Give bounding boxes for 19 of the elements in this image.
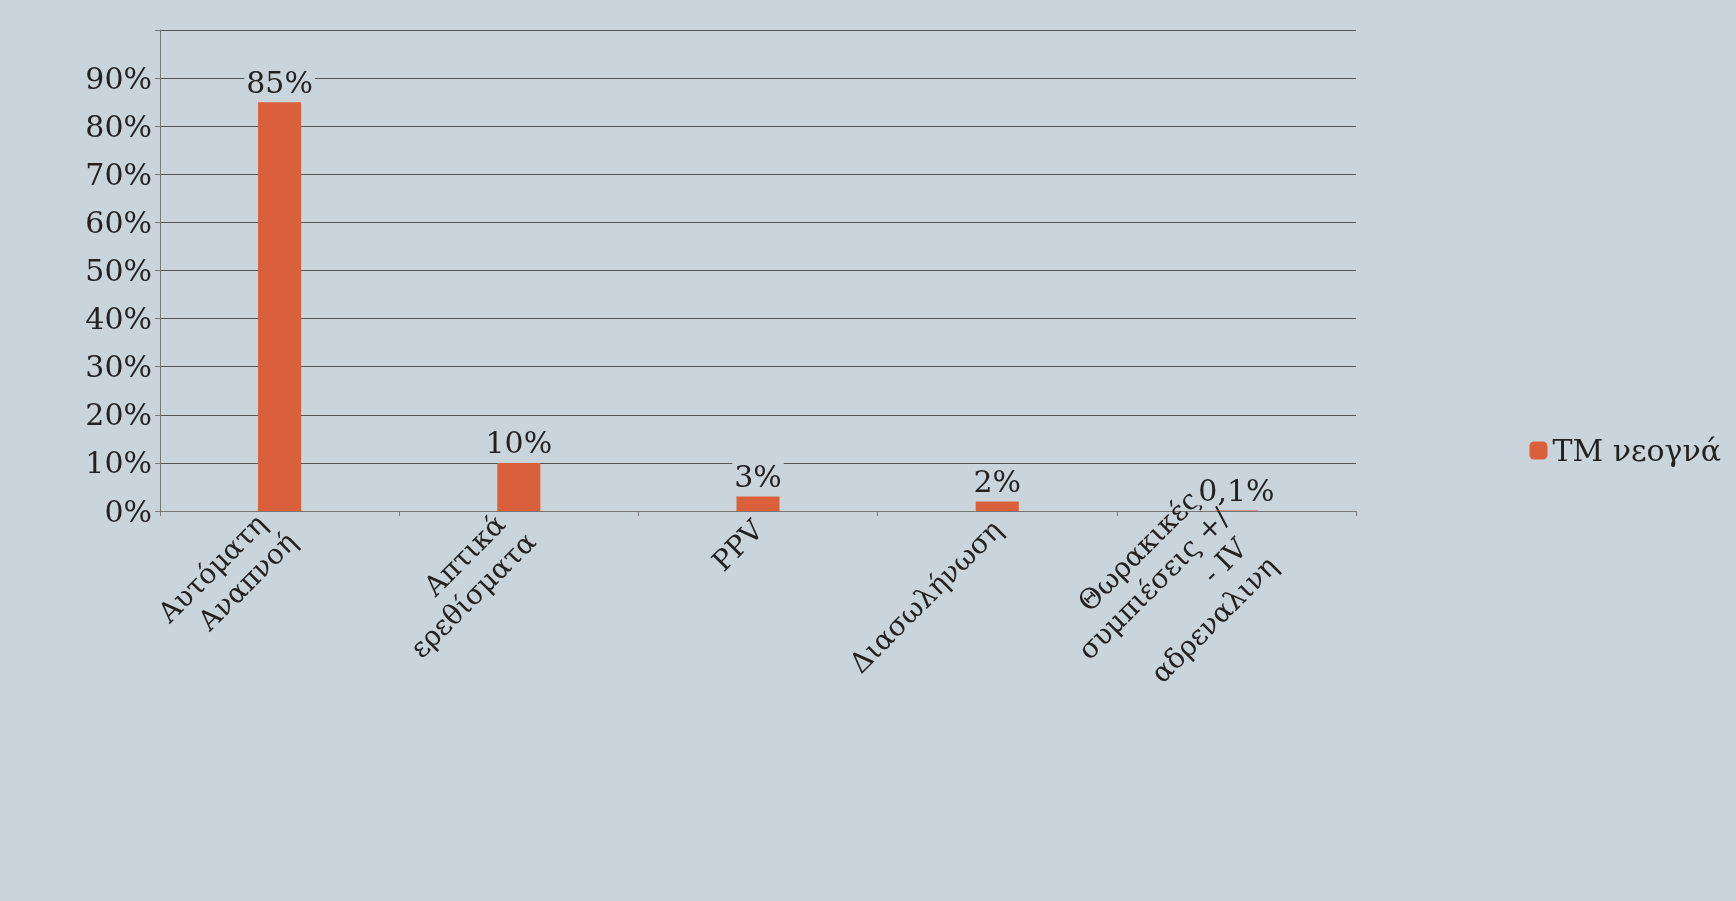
bar xyxy=(258,102,302,511)
y-tick-label: 0% xyxy=(104,493,152,529)
y-tick-label: 80% xyxy=(85,108,152,144)
y-tick-label: 10% xyxy=(85,445,152,481)
y-tick-label: 60% xyxy=(85,204,152,240)
y-tick-label: 90% xyxy=(85,60,152,96)
y-tick-label: 40% xyxy=(85,301,152,337)
y-tick-label: 20% xyxy=(85,397,152,433)
legend-label: TM νεογνά xyxy=(1552,433,1721,468)
bar xyxy=(497,462,541,511)
y-tick-label: 70% xyxy=(85,156,152,192)
data-label: 2% xyxy=(973,463,1021,499)
bar xyxy=(736,496,780,511)
data-label: 85% xyxy=(246,64,313,100)
data-label: 10% xyxy=(485,425,553,461)
y-tick-label: 30% xyxy=(85,349,152,385)
y-tick-label: 50% xyxy=(85,253,152,288)
bar xyxy=(975,501,1019,511)
data-label: 3% xyxy=(734,459,782,495)
